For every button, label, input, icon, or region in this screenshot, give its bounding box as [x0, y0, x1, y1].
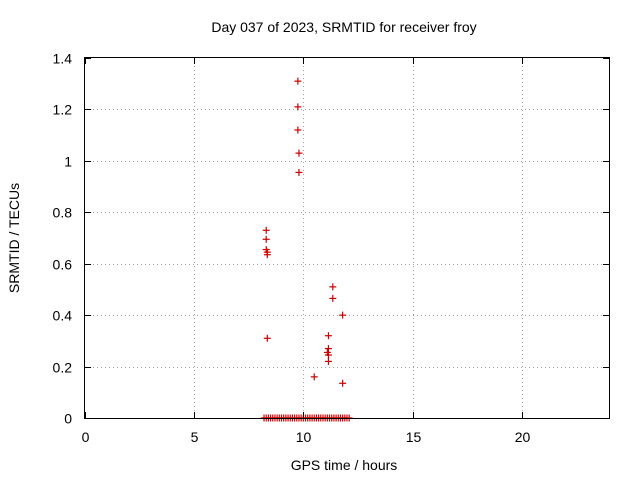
x-axis-label: GPS time / hours — [291, 457, 398, 473]
data-point — [295, 168, 303, 176]
data-point — [262, 235, 270, 243]
data-point — [295, 149, 303, 157]
x-tick-label: 15 — [406, 429, 422, 445]
data-point — [324, 345, 332, 353]
y-tick-label: 0.4 — [53, 308, 73, 324]
y-tick-label: 1.2 — [53, 102, 73, 118]
x-tick-label: 0 — [82, 429, 90, 445]
data-point — [262, 226, 270, 234]
x-tick-label: 5 — [191, 429, 199, 445]
y-tick-label: 0.8 — [53, 205, 73, 221]
data-point — [294, 103, 302, 111]
data-point — [263, 334, 271, 342]
data-points — [260, 77, 353, 422]
y-axis-label: SRMTID / TECUs — [6, 183, 22, 293]
y-tick-label: 1.4 — [53, 51, 73, 67]
y-tick-label: 0.6 — [53, 257, 73, 273]
data-point — [324, 357, 332, 365]
data-point — [329, 294, 337, 302]
x-tick-label: 20 — [515, 429, 531, 445]
plot-frame — [84, 57, 610, 419]
x-tick-label: 10 — [296, 429, 312, 445]
data-point — [294, 77, 302, 85]
chart-title: Day 037 of 2023, SRMTID for receiver fro… — [211, 19, 476, 35]
y-tick-label: 0 — [64, 411, 72, 427]
data-point — [339, 379, 347, 387]
data-point — [339, 311, 347, 319]
data-point — [329, 283, 337, 291]
data-point — [324, 332, 332, 340]
data-point — [263, 251, 271, 259]
data-point — [324, 351, 332, 359]
data-point — [294, 126, 302, 134]
axis-ticks — [85, 58, 609, 419]
tick-labels: 0 5 10 15 20 0 0.2 0.4 0.6 0.8 1 1.2 1.4 — [53, 51, 531, 446]
y-tick-label: 1 — [64, 154, 72, 170]
grid-lines — [85, 58, 609, 418]
y-tick-label: 0.2 — [53, 360, 73, 376]
data-point — [310, 373, 318, 381]
